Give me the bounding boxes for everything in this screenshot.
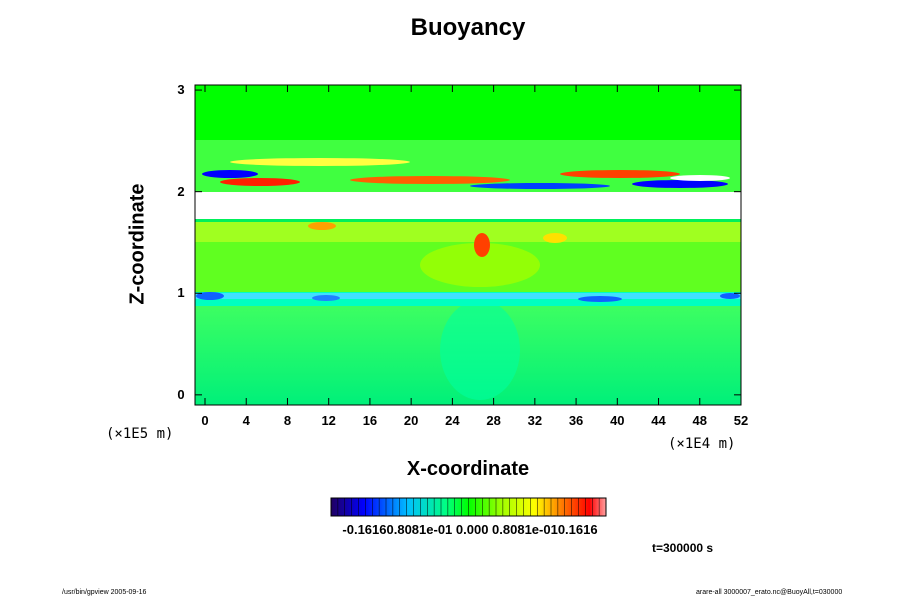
heatmap-field [195,85,741,405]
x-tick-label: 4 [242,413,250,428]
x-axis-unit: (×1E4 m) [668,436,736,452]
x-tick-label: 48 [692,413,707,428]
footer-left: /usr/bin/gpview 2005-09-16 [62,589,147,596]
x-tick-label: 12 [321,413,336,428]
x-tick-label: 20 [403,413,419,428]
y-tick-label: 0 [177,386,185,402]
x-axis-label: X-coordinate [406,458,530,480]
x-tick-label: 40 [610,413,625,428]
y-axis-unit: (×1E5 m) [106,426,174,442]
x-tick-label: 0 [201,413,209,428]
x-tick-label: 16 [362,413,378,428]
footer-right: arare-all 3000007_erato.nc@BuoyAll,t=030… [696,589,843,596]
x-tick-label: 52 [733,413,749,428]
time-label: t=300000 s [652,541,714,555]
y-tick-label: 2 [177,183,185,199]
x-tick-label: 32 [527,413,543,428]
colorbar-labels: -0.16160.8081e-01 0.000 0.8081e-010.1616 [342,522,598,537]
chart-title: Buoyancy [410,14,526,41]
y-axis-label: Z-coordinate [126,183,149,305]
x-tick-label: 36 [568,413,584,428]
y-tick-label: 3 [177,82,185,98]
y-tick-label: 1 [177,285,185,301]
x-tick-label: 8 [283,413,292,428]
x-tick-label: 24 [445,413,460,428]
x-tick-label: 28 [486,413,501,428]
x-tick-label: 44 [651,413,666,428]
plot-frame [194,84,742,406]
